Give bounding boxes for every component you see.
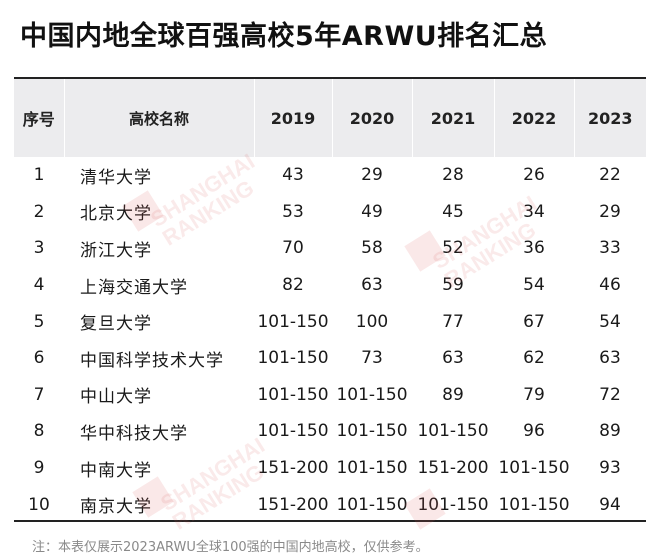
header-university-name: 高校名称	[64, 79, 255, 157]
cell-2021: 45	[442, 201, 464, 222]
cell-2023: 93	[599, 458, 621, 479]
cell-2021: 101-150	[417, 494, 489, 515]
table-header: 序号 高校名称 2019 2020 2021 2022 2023	[14, 79, 646, 157]
cell-2020: 58	[361, 238, 383, 259]
table-row: 1 清华大学 43 29 28 26 22	[14, 157, 646, 194]
table-row: 6 中国科学技术大学 101-150 73 63 62 63	[14, 340, 646, 377]
cell-2019: 70	[282, 238, 304, 259]
cell-2023: 63	[599, 348, 621, 369]
cell-rank: 4	[33, 275, 45, 296]
cell-2022: 26	[523, 165, 545, 186]
header-year-2022: 2022	[494, 79, 575, 157]
page-title: 中国内地全球百强高校5年ARWU排名汇总	[20, 21, 548, 52]
cell-2019: 151-200	[257, 494, 329, 515]
cell-2020: 63	[361, 275, 383, 296]
header-row: 序号 高校名称 2019 2020 2021 2022 2023	[14, 79, 646, 157]
cell-2022: 54	[523, 275, 545, 296]
cell-2019: 101-150	[257, 348, 329, 369]
cell-2019: 101-150	[257, 421, 329, 442]
cell-2023: 72	[599, 384, 621, 405]
cell-2019: 82	[282, 275, 304, 296]
cell-university: 中南大学	[80, 460, 152, 481]
cell-2020: 100	[355, 311, 389, 332]
table-bottom-rule	[14, 520, 646, 522]
table-body: 1 清华大学 43 29 28 26 22 2 北京大学 53 49 45 34…	[14, 157, 646, 523]
cell-2023: 46	[599, 275, 621, 296]
cell-university: 北京大学	[80, 204, 152, 225]
cell-2022: 34	[523, 201, 545, 222]
cell-rank: 9	[33, 458, 45, 479]
table-top-rule	[14, 77, 646, 79]
cell-rank: 10	[28, 494, 50, 515]
cell-2022: 101-150	[498, 458, 570, 479]
cell-2020: 101-150	[336, 494, 408, 515]
cell-2021: 77	[442, 311, 464, 332]
cell-2022: 79	[523, 384, 545, 405]
cell-rank: 6	[33, 348, 45, 369]
cell-2022: 62	[523, 348, 545, 369]
cell-2023: 33	[599, 238, 621, 259]
header-year-2020: 2020	[332, 79, 413, 157]
cell-2023: 94	[599, 494, 621, 515]
cell-university: 上海交通大学	[80, 277, 188, 298]
cell-2019: 53	[282, 201, 304, 222]
header-year-2021: 2021	[412, 79, 495, 157]
cell-2021: 28	[442, 165, 464, 186]
cell-2020: 49	[361, 201, 383, 222]
cell-2020: 101-150	[336, 458, 408, 479]
cell-2023: 89	[599, 421, 621, 442]
cell-2019: 101-150	[257, 311, 329, 332]
cell-university: 浙江大学	[80, 240, 152, 261]
cell-2022: 96	[523, 421, 545, 442]
table-row: 3 浙江大学 70 58 52 36 33	[14, 230, 646, 267]
table-row: 7 中山大学 101-150 101-150 89 79 72	[14, 377, 646, 414]
cell-2022: 67	[523, 311, 545, 332]
cell-university: 南京大学	[80, 497, 152, 518]
cell-university: 中山大学	[80, 387, 152, 408]
footnote: 注：本表仅展示2023ARWU全球100强的中国内地高校，仅供参考。	[32, 540, 429, 555]
table-row: 5 复旦大学 101-150 100 77 67 54	[14, 303, 646, 340]
table-row: 8 华中科技大学 101-150 101-150 101-150 96 89	[14, 413, 646, 450]
cell-university: 复旦大学	[80, 314, 152, 335]
cell-rank: 5	[33, 311, 45, 332]
cell-2019: 101-150	[257, 384, 329, 405]
cell-rank: 3	[33, 238, 45, 259]
table-row: 9 中南大学 151-200 101-150 151-200 101-150 9…	[14, 450, 646, 487]
cell-2022: 101-150	[498, 494, 570, 515]
cell-2022: 36	[523, 238, 545, 259]
cell-2021: 151-200	[417, 458, 489, 479]
cell-rank: 8	[33, 421, 45, 442]
cell-2023: 29	[599, 201, 621, 222]
cell-university: 清华大学	[80, 167, 152, 188]
cell-2021: 59	[442, 275, 464, 296]
cell-2020: 73	[361, 348, 383, 369]
cell-2021: 52	[442, 238, 464, 259]
cell-2021: 89	[442, 384, 464, 405]
cell-2020: 101-150	[336, 421, 408, 442]
table-row: 2 北京大学 53 49 45 34 29	[14, 194, 646, 231]
cell-2021: 63	[442, 348, 464, 369]
header-year-2019: 2019	[254, 79, 333, 157]
table-row: 10 南京大学 151-200 101-150 101-150 101-150 …	[14, 486, 646, 523]
cell-rank: 1	[33, 165, 45, 186]
cell-university: 华中科技大学	[80, 423, 188, 444]
cell-2020: 29	[361, 165, 383, 186]
header-rank: 序号	[14, 79, 65, 157]
cell-2019: 151-200	[257, 458, 329, 479]
cell-2023: 22	[599, 165, 621, 186]
cell-rank: 7	[33, 384, 45, 405]
cell-2020: 101-150	[336, 384, 408, 405]
cell-university: 中国科学技术大学	[80, 350, 224, 371]
cell-2019: 43	[282, 165, 304, 186]
cell-2023: 54	[599, 311, 621, 332]
ranking-table: 序号 高校名称 2019 2020 2021 2022 2023 1 清华大学 …	[14, 79, 646, 523]
cell-2021: 101-150	[417, 421, 489, 442]
cell-rank: 2	[33, 201, 45, 222]
table-row: 4 上海交通大学 82 63 59 54 46	[14, 267, 646, 304]
header-year-2023: 2023	[587, 108, 633, 128]
